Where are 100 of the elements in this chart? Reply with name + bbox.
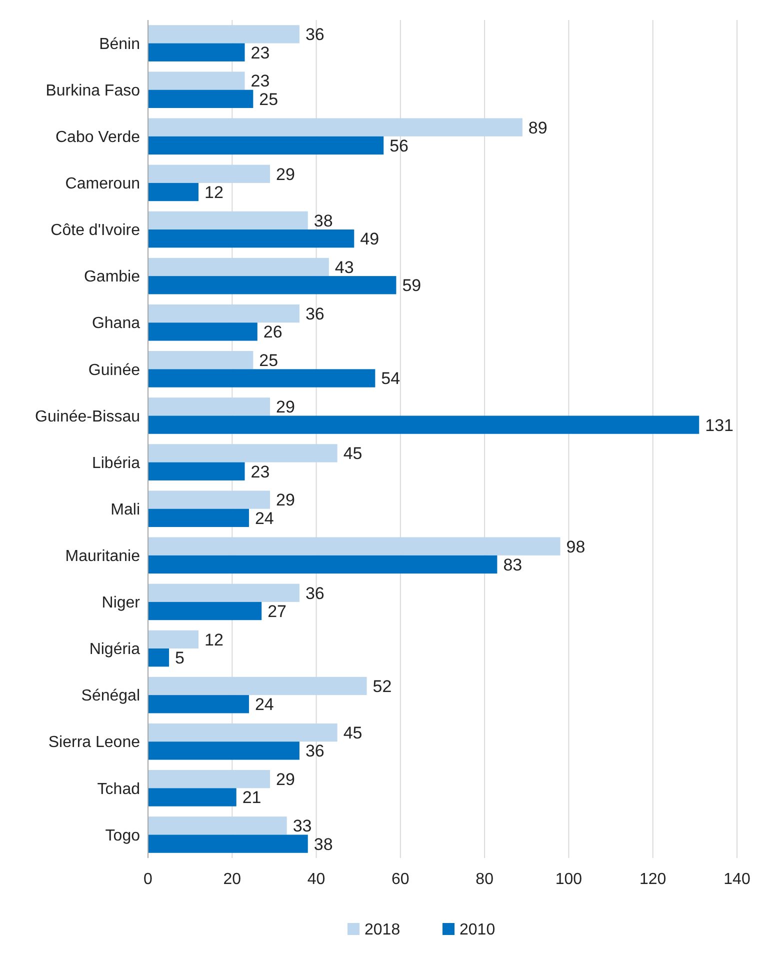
bar <box>148 584 300 602</box>
x-tick-label: 0 <box>144 871 153 888</box>
y-tick-label: Burkina Faso <box>46 82 140 100</box>
y-tick-label: Guinée <box>88 362 140 379</box>
data-label: 43 <box>334 258 354 277</box>
bar <box>148 43 245 62</box>
data-label: 5 <box>175 648 185 668</box>
x-tick-label: 80 <box>476 871 494 888</box>
data-label: 29 <box>276 164 295 184</box>
bar <box>148 276 396 294</box>
legend-label: 2018 <box>364 922 400 939</box>
bar <box>148 676 367 696</box>
data-label: 27 <box>268 602 287 621</box>
y-tick-label: Ghana <box>92 315 140 332</box>
x-tick-label: 120 <box>640 871 666 888</box>
data-label: 12 <box>204 630 224 650</box>
data-label: 21 <box>242 788 262 808</box>
bar <box>148 648 170 667</box>
y-tick-label: Gambie <box>84 268 140 286</box>
bar <box>148 164 270 183</box>
data-label: 38 <box>314 834 333 854</box>
data-label: 23 <box>250 43 270 62</box>
data-label: 24 <box>254 508 274 528</box>
data-label: 45 <box>343 444 362 464</box>
legend-label: 2010 <box>460 922 496 939</box>
bar <box>148 398 270 416</box>
bar <box>148 90 254 108</box>
x-tick-label: 140 <box>724 871 750 888</box>
bar <box>148 462 245 480</box>
bar <box>148 258 329 276</box>
bar <box>148 695 249 714</box>
y-tick-label: Libéria <box>92 454 140 472</box>
data-label: 36 <box>305 584 324 603</box>
x-tick-label: 100 <box>555 871 582 888</box>
data-label: 23 <box>250 72 270 91</box>
data-label: 25 <box>259 351 278 370</box>
bar <box>148 369 376 388</box>
bar <box>148 770 270 788</box>
bar <box>148 322 258 341</box>
bar <box>148 490 270 509</box>
data-label: 23 <box>250 462 270 482</box>
bar <box>148 72 245 90</box>
y-tick-label: Bénin <box>99 36 140 53</box>
bar <box>148 136 384 155</box>
bar <box>148 555 498 574</box>
data-label: 36 <box>305 304 324 324</box>
y-tick-label: Mali <box>110 501 140 518</box>
data-label: 29 <box>276 398 295 417</box>
data-label: 56 <box>390 136 409 156</box>
x-tick-label: 20 <box>223 871 242 888</box>
data-label: 29 <box>276 770 295 790</box>
y-tick-label: Sénégal <box>81 688 140 705</box>
x-tick-label: 40 <box>307 871 326 888</box>
y-tick-label: Guinée-Bissau <box>35 408 140 426</box>
data-label: 52 <box>372 676 392 696</box>
y-tick-label: Tchad <box>97 780 140 798</box>
bar <box>148 742 300 760</box>
bar <box>148 788 236 806</box>
y-tick-label: Cameroun <box>65 176 140 193</box>
data-label: 33 <box>292 816 312 836</box>
y-tick-label: Togo <box>105 827 140 844</box>
data-label: 25 <box>259 90 278 109</box>
data-label: 38 <box>314 211 333 230</box>
y-tick-label: Cabo Verde <box>55 128 140 146</box>
data-label: 29 <box>276 490 295 510</box>
bar <box>148 537 560 556</box>
y-tick-label: Niger <box>102 594 141 612</box>
data-label: 54 <box>381 369 400 388</box>
bar <box>148 416 700 434</box>
bar <box>148 630 198 648</box>
y-tick-label: Nigéria <box>89 641 140 658</box>
bar <box>148 25 300 44</box>
data-label: 131 <box>705 416 734 435</box>
data-label: 26 <box>263 322 282 342</box>
data-label: 59 <box>402 276 422 296</box>
bar <box>148 118 522 136</box>
bar <box>148 602 262 620</box>
x-tick-label: 60 <box>392 871 410 888</box>
bar <box>148 211 308 230</box>
bar <box>148 444 338 462</box>
data-label: 98 <box>566 537 586 556</box>
data-label: 89 <box>528 118 548 138</box>
data-label: 24 <box>254 695 274 714</box>
bar <box>148 304 300 323</box>
data-label: 49 <box>360 230 380 249</box>
data-label: 36 <box>305 742 324 761</box>
y-tick-label: Mauritanie <box>65 548 140 565</box>
data-label: 83 <box>503 555 522 574</box>
data-label: 45 <box>343 723 362 742</box>
bar <box>148 508 249 527</box>
bar <box>148 230 354 248</box>
bar <box>148 834 308 853</box>
y-tick-label: Côte d'Ivoire <box>50 222 140 240</box>
bar <box>148 351 254 370</box>
bar <box>148 182 198 202</box>
data-label: 12 <box>204 182 224 202</box>
bar <box>148 723 338 742</box>
y-tick-label: Sierra Leone <box>48 734 140 752</box>
bar <box>148 816 287 835</box>
data-label: 36 <box>305 25 324 44</box>
